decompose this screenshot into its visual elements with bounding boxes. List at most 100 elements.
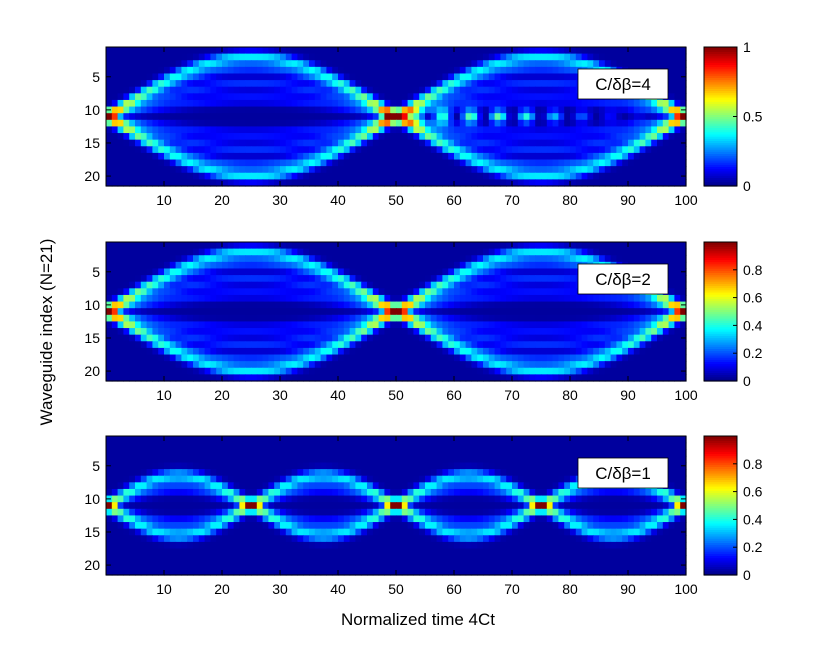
heatmap-cell	[668, 367, 675, 375]
heatmap-cell	[454, 268, 461, 276]
heatmap-cell	[222, 341, 229, 349]
heatmap-cell	[564, 301, 571, 309]
heatmap-cell	[680, 354, 687, 362]
colorbar-segment	[704, 60, 737, 63]
heatmap-cell	[372, 361, 380, 369]
colorbar-segment	[704, 370, 737, 373]
heatmap-cell	[343, 321, 351, 329]
heatmap-cell	[396, 66, 403, 75]
heatmap-cell	[570, 179, 577, 187]
heatmap-cell	[622, 248, 629, 256]
heatmap-cell	[204, 361, 211, 369]
heatmap-cell	[407, 159, 414, 167]
heatmap-cell	[222, 334, 229, 342]
heatmap-cell	[639, 255, 646, 263]
heatmap-cell	[338, 374, 345, 382]
heatmap-cell	[175, 469, 182, 477]
heatmap-cell	[355, 119, 362, 128]
heatmap-cell	[645, 334, 652, 342]
heatmap-cell	[123, 47, 130, 55]
heatmap-cell	[158, 60, 165, 68]
heatmap-cell	[541, 449, 548, 457]
heatmap-cell	[633, 436, 641, 444]
heatmap-cell	[193, 294, 200, 303]
heatmap-cell	[314, 172, 322, 180]
colorbar-segment	[704, 250, 737, 254]
heatmap-cell	[662, 172, 670, 180]
heatmap-cell	[164, 455, 171, 464]
heatmap-cell	[628, 172, 635, 180]
heatmap-cell	[401, 146, 409, 154]
heatmap-cell	[233, 106, 240, 114]
heatmap-cell	[442, 146, 449, 154]
heatmap-cell	[390, 126, 397, 134]
heatmap-cell	[529, 53, 536, 61]
heatmap-cell	[372, 328, 380, 336]
colorbar-segment	[704, 294, 737, 297]
heatmap-cell	[326, 172, 333, 180]
heatmap-cell	[407, 60, 414, 68]
heatmap-cell	[407, 442, 414, 450]
heatmap-cell	[204, 374, 211, 382]
heatmap-cell	[239, 347, 246, 356]
heatmap-cell	[239, 242, 246, 250]
heatmap-cell	[575, 442, 583, 450]
heatmap-cell	[158, 442, 165, 450]
heatmap-cell	[599, 139, 606, 147]
heatmap-cell	[407, 367, 414, 375]
heatmap-cell	[477, 80, 484, 88]
heatmap-cell	[111, 462, 119, 470]
heatmap-cell	[419, 436, 426, 444]
heatmap-cell	[396, 361, 403, 369]
colorbar-segment	[704, 281, 737, 284]
heatmap-cell	[570, 152, 577, 161]
heatmap-cell	[378, 301, 385, 309]
heatmap-cell	[129, 314, 136, 323]
heatmap-cell	[413, 469, 420, 477]
heatmap-cell	[158, 172, 165, 180]
heatmap-cell	[193, 47, 200, 55]
heatmap-cell	[274, 361, 281, 369]
heatmap-cell	[604, 152, 612, 161]
heatmap-cell	[483, 53, 490, 61]
heatmap-cell	[378, 469, 385, 477]
heatmap-cell	[140, 275, 148, 283]
heatmap-cell	[256, 354, 264, 362]
heatmap-cell	[413, 159, 420, 167]
heatmap-cell	[651, 301, 658, 309]
heatmap-cell	[262, 374, 269, 382]
heatmap-cell	[297, 73, 304, 81]
heatmap-cell	[338, 113, 345, 121]
heatmap-cell	[303, 255, 310, 263]
heatmap-cell	[361, 449, 368, 457]
heatmap-cell	[332, 281, 339, 289]
heatmap-cell	[436, 73, 443, 81]
heatmap-cell	[338, 133, 345, 141]
heatmap-cell	[378, 133, 385, 141]
heatmap-cell	[181, 374, 188, 382]
heatmap-cell	[268, 80, 275, 88]
heatmap-cell	[361, 341, 368, 349]
heatmap-cell	[181, 99, 188, 108]
heatmap-cell	[494, 248, 501, 256]
heatmap-cell	[517, 334, 525, 342]
heatmap-cell	[349, 328, 356, 336]
heatmap-cell	[401, 301, 409, 309]
heatmap-cell	[593, 354, 600, 362]
colorbar-segment	[704, 138, 737, 141]
heatmap-cell	[610, 442, 617, 450]
heatmap-cell	[407, 314, 414, 323]
heatmap-cell	[413, 119, 420, 128]
heatmap-cell	[332, 261, 339, 270]
heatmap-cell	[297, 314, 304, 323]
heatmap-cell	[309, 80, 316, 88]
heatmap-cell	[338, 275, 345, 283]
panel-3: 10 20 30 40 50 60 70 80 90 1005101520C/δβ=100.20.…	[84, 435, 763, 597]
heatmap-cell	[367, 159, 374, 167]
heatmap-cell	[668, 294, 675, 303]
heatmap-cell	[378, 119, 385, 128]
heatmap-cell	[454, 455, 461, 464]
heatmap-cell	[193, 133, 200, 141]
heatmap-cell	[245, 334, 252, 342]
heatmap-cell	[117, 449, 124, 457]
